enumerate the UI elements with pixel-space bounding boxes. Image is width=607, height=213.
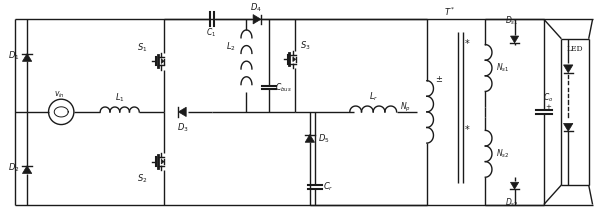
Polygon shape <box>563 123 573 131</box>
Text: $D_3$: $D_3$ <box>177 121 189 134</box>
Text: $S_1$: $S_1$ <box>137 41 148 54</box>
Text: $D_5$: $D_5$ <box>317 133 330 145</box>
Polygon shape <box>178 107 186 117</box>
Polygon shape <box>161 159 164 164</box>
Text: $D_{s2}$: $D_{s2}$ <box>505 196 518 209</box>
Text: $S_3$: $S_3$ <box>300 39 310 52</box>
Text: LED: LED <box>567 45 583 53</box>
Text: $C_{bus}$: $C_{bus}$ <box>275 81 292 94</box>
Text: $L_r$: $L_r$ <box>368 90 378 102</box>
Text: $C_1$: $C_1$ <box>206 27 217 39</box>
Text: $v_{in}$: $v_{in}$ <box>54 89 65 100</box>
Text: $*$: $*$ <box>464 124 470 133</box>
Text: $N_{s1}$: $N_{s1}$ <box>496 62 509 74</box>
Text: $C_o$: $C_o$ <box>543 92 553 105</box>
Text: $N_{s2}$: $N_{s2}$ <box>496 148 509 160</box>
Text: $L_2$: $L_2$ <box>226 40 236 53</box>
Polygon shape <box>293 57 296 62</box>
Polygon shape <box>22 166 32 174</box>
Text: $N_p$: $N_p$ <box>400 101 411 114</box>
Text: $D_4$: $D_4$ <box>250 1 262 14</box>
Text: $+$: $+$ <box>545 102 552 111</box>
Polygon shape <box>510 182 518 189</box>
Text: $L_1$: $L_1$ <box>115 92 124 105</box>
Polygon shape <box>563 65 573 73</box>
Polygon shape <box>510 36 518 43</box>
Polygon shape <box>305 134 314 142</box>
Polygon shape <box>161 59 164 63</box>
Text: $S_2$: $S_2$ <box>137 173 148 185</box>
Text: $*$: $*$ <box>464 38 470 47</box>
Text: $D_2$: $D_2$ <box>8 161 19 174</box>
Polygon shape <box>253 14 261 24</box>
Polygon shape <box>22 54 32 61</box>
Text: $\pm$: $\pm$ <box>435 74 443 84</box>
Text: $D_{s1}$: $D_{s1}$ <box>505 15 518 27</box>
Text: $T^*$: $T^*$ <box>444 5 456 18</box>
Text: $D_1$: $D_1$ <box>8 49 19 62</box>
Text: $C_r$: $C_r$ <box>323 181 334 193</box>
